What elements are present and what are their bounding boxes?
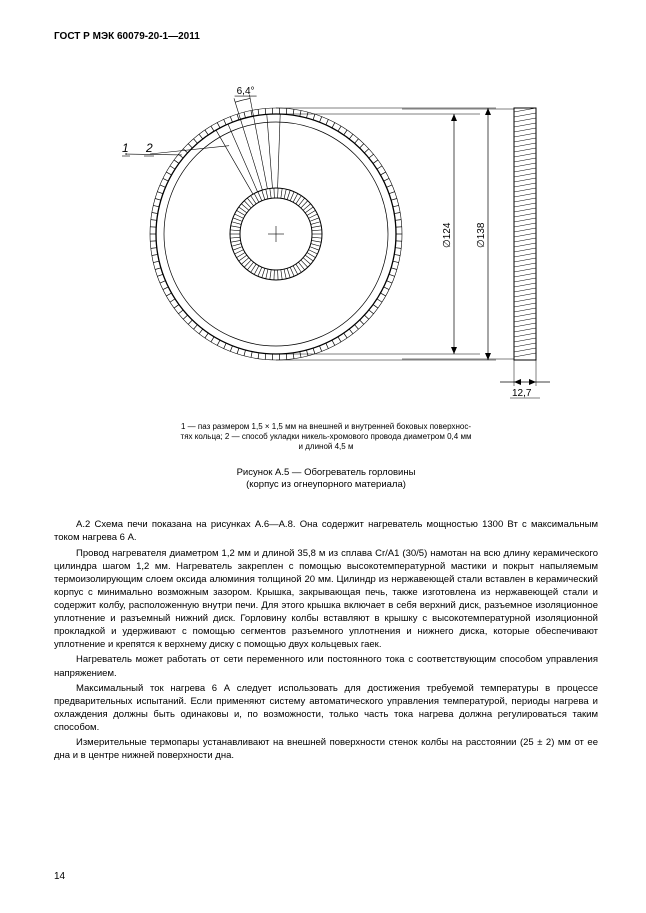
svg-text:∅138: ∅138 xyxy=(476,222,487,248)
svg-text:6,4°: 6,4° xyxy=(237,86,255,97)
paragraph-wire: Провод нагревателя диаметром 1,2 мм и дл… xyxy=(54,547,598,652)
svg-text:1: 1 xyxy=(122,141,129,155)
body-text: А.2 Схема печи показана на рисунках А.6—… xyxy=(54,518,598,762)
paragraph-thermocouples: Измерительные термопары устанавливают на… xyxy=(54,736,598,762)
legend-line-2: тях кольца; 2 — способ укладки никель-хр… xyxy=(181,432,472,441)
legend-line-3: и длиной 4,5 м xyxy=(299,442,354,451)
legend-line-1: 1 — паз размером 1,5 × 1,5 мм на внешней… xyxy=(181,422,471,431)
svg-text:12,7: 12,7 xyxy=(512,388,532,399)
figure-legend: 1 — паз размером 1,5 × 1,5 мм на внешней… xyxy=(136,422,516,453)
svg-text:∅124: ∅124 xyxy=(442,222,453,248)
figure-a5: 6,4° 1 2 ∅124 ∅138 12,7 xyxy=(54,54,598,414)
figure-caption: Рисунок А.5 — Обогреватель горловины (ко… xyxy=(54,467,598,493)
svg-text:2: 2 xyxy=(145,141,153,155)
paragraph-heater-power: Нагреватель может работать от сети перем… xyxy=(54,653,598,679)
paragraph-max-current: Максимальный ток нагрева 6 А следует исп… xyxy=(54,682,598,734)
document-header: ГОСТ Р МЭК 60079-20-1—2011 xyxy=(54,30,598,44)
page-number: 14 xyxy=(54,870,65,884)
paragraph-a2-intro: А.2 Схема печи показана на рисунках А.6—… xyxy=(54,518,598,544)
caption-line-2: (корпус из огнеупорного материала) xyxy=(246,479,406,490)
caption-line-1: Рисунок А.5 — Обогреватель горловины xyxy=(237,467,416,478)
